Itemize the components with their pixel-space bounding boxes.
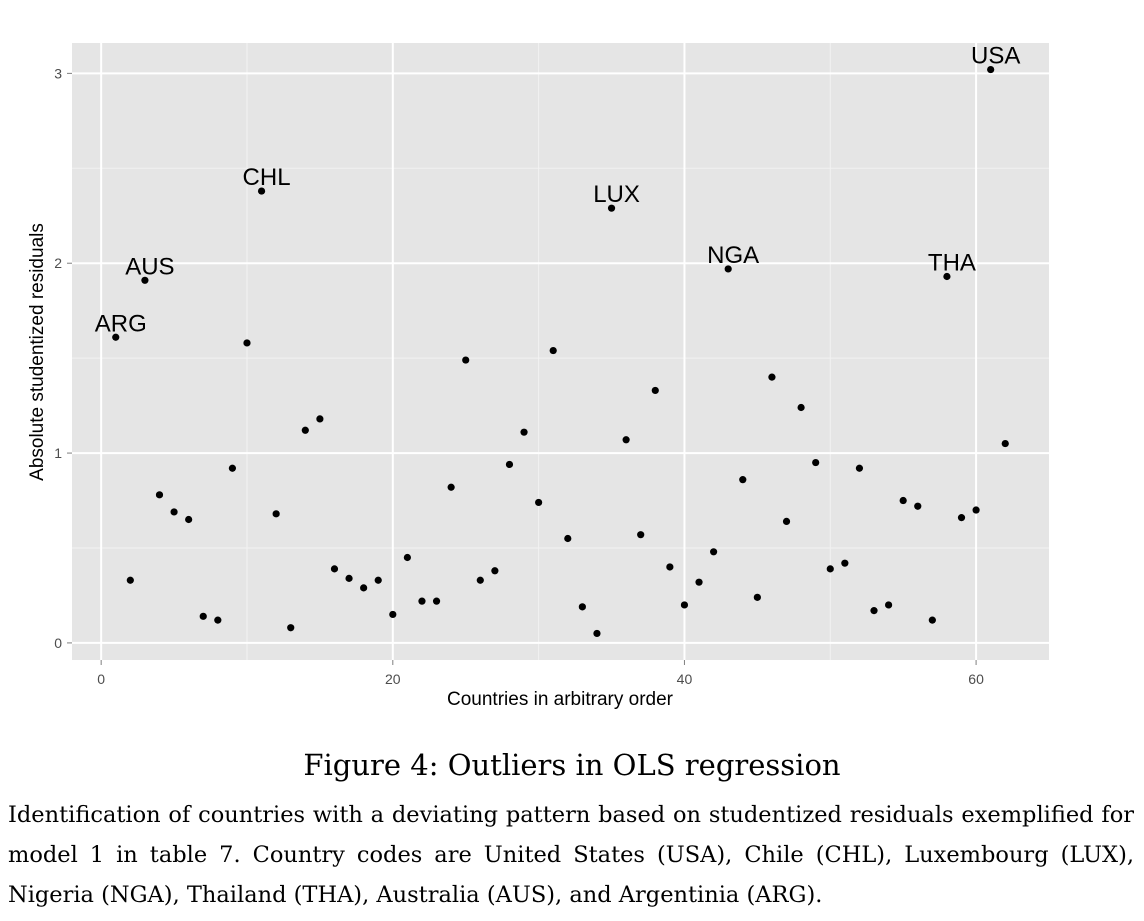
data-points [112, 65, 1009, 638]
outlier-label: LUX [593, 181, 640, 208]
data-point [155, 491, 164, 499]
outlier-label: THA [928, 250, 976, 277]
data-point [505, 460, 514, 469]
data-point [972, 506, 980, 514]
data-point [462, 356, 470, 364]
y-axis-title: Absolute studentized residuals [27, 223, 48, 481]
minor-gridlines [72, 43, 1049, 660]
data-point [710, 548, 718, 556]
data-point [403, 553, 411, 562]
y-tick-label: 1 [54, 445, 62, 461]
data-point [141, 276, 149, 284]
outlier-label: NGA [707, 242, 759, 269]
data-point [199, 612, 207, 620]
data-point [535, 498, 543, 507]
data-point [389, 610, 397, 619]
data-point [549, 346, 557, 355]
major-gridlines [72, 43, 1049, 660]
data-point [739, 476, 747, 484]
x-axis-title: Countries in arbitrary order [447, 689, 674, 710]
data-point [884, 601, 893, 609]
data-point [257, 187, 266, 195]
data-point [476, 576, 484, 584]
data-point [622, 436, 630, 444]
figure-caption-title: Figure 4: Outliers in OLS regression [303, 748, 841, 782]
data-point [272, 510, 280, 518]
data-point [491, 567, 499, 575]
data-point [855, 464, 864, 472]
y-tick-label: 0 [54, 635, 62, 651]
y-tick-label: 3 [54, 65, 62, 81]
data-point [695, 578, 703, 586]
data-point [1001, 439, 1009, 448]
scatter-chart: 0 20 40 60 0 1 2 3 ARG AUS CHL LUX NGA THA USA Count… [27, 43, 1049, 710]
data-point [870, 607, 878, 615]
data-point [578, 603, 586, 611]
x-tick-label: 40 [677, 671, 693, 687]
data-point [214, 616, 222, 624]
outlier-label: CHL [243, 164, 291, 191]
data-point [768, 373, 776, 381]
plot-panel [72, 43, 1049, 660]
outlier-labels: ARG AUS CHL LUX NGA THA USA [95, 43, 1021, 338]
data-point [928, 616, 936, 624]
data-point [170, 508, 178, 516]
data-point [345, 574, 353, 582]
data-point [564, 534, 572, 543]
data-point [637, 531, 645, 539]
data-point [812, 458, 820, 467]
data-point [987, 65, 995, 74]
data-point [943, 272, 951, 281]
data-point [607, 204, 616, 212]
data-point [914, 502, 922, 510]
x-tick-label: 20 [385, 671, 401, 687]
outlier-label: USA [971, 43, 1020, 70]
x-tick-label: 60 [968, 671, 984, 687]
data-point [330, 565, 339, 573]
data-point [680, 601, 689, 609]
data-point [593, 629, 601, 638]
data-point [447, 483, 455, 491]
data-point [228, 464, 237, 472]
x-axis-ticks: 0 20 40 60 [97, 660, 984, 687]
data-point [753, 593, 761, 601]
data-point [418, 597, 426, 605]
y-tick-label: 2 [54, 255, 62, 271]
data-point [287, 624, 295, 632]
data-point [782, 517, 791, 526]
data-point [841, 559, 849, 567]
data-point [651, 386, 659, 395]
data-point [185, 515, 193, 524]
data-point [520, 428, 528, 436]
data-point [432, 597, 441, 605]
data-point [957, 514, 966, 522]
data-point [126, 576, 134, 584]
data-point [243, 339, 251, 347]
y-axis-ticks: 0 1 2 3 [54, 65, 72, 651]
data-point [301, 426, 309, 434]
data-point [316, 415, 324, 423]
x-tick-label: 0 [97, 671, 105, 687]
outlier-label: ARG [95, 310, 147, 337]
data-point [724, 265, 732, 273]
data-point [899, 496, 907, 505]
figure-caption-text: Identification of countries with a devia… [8, 802, 1134, 908]
data-point [374, 576, 382, 584]
data-point [797, 403, 805, 412]
data-point [112, 333, 120, 341]
data-point [826, 565, 834, 573]
data-point [666, 563, 674, 571]
outlier-label: AUS [125, 253, 174, 280]
data-point [360, 584, 368, 592]
